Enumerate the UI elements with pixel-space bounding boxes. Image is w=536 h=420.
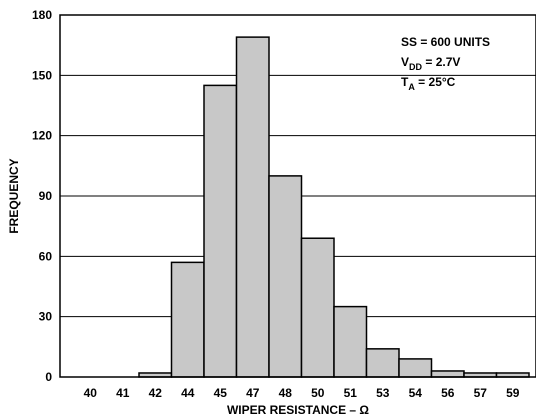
- annotation-ta-rest: = 25°C: [415, 75, 456, 89]
- y-tick-90: 90: [39, 189, 53, 203]
- x-tick-41-1: 41: [116, 386, 130, 400]
- y-tick-labels: 0 30 60 90 120 150 180: [32, 8, 52, 384]
- x-tick-44-3: 44: [181, 386, 195, 400]
- x-tick-59-13: 59: [506, 386, 520, 400]
- x-tick-47-5: 47: [246, 386, 260, 400]
- y-tick-30: 30: [39, 310, 53, 324]
- annotation-vdd-rest: = 2.7V: [422, 55, 460, 69]
- bar-44: [170, 261, 205, 378]
- x-axis-label: WIPER RESISTANCE – Ω: [227, 403, 369, 417]
- bar-47: [235, 36, 270, 378]
- x-tick-45-4: 45: [214, 386, 228, 400]
- bar-48: [268, 175, 303, 378]
- bar-53: [365, 348, 400, 378]
- x-tick-57-12: 57: [474, 386, 488, 400]
- bar-51: [333, 305, 368, 378]
- x-tick-53-9: 53: [376, 386, 390, 400]
- conditions-annotation: SS = 600 UNITS VDD = 2.7V TA = 25°C: [401, 35, 490, 92]
- y-tick-120: 120: [32, 129, 52, 143]
- x-tick-40-0: 40: [84, 386, 98, 400]
- y-tick-150: 150: [32, 68, 52, 82]
- x-tick-50-7: 50: [311, 386, 325, 400]
- bar-54: [398, 358, 433, 378]
- y-tick-60: 60: [39, 249, 53, 263]
- bar-45: [203, 84, 238, 378]
- annotation-line-ta: TA = 25°C: [401, 75, 456, 92]
- plot-frame: [59, 14, 536, 378]
- x-tick-labels: 404142444547485051535456575960: [84, 386, 520, 400]
- x-tick-56-11: 56: [441, 386, 455, 400]
- annotation-vdd-sub: DD: [409, 62, 422, 72]
- bar-50: [300, 237, 335, 378]
- annotation-vdd-main: V: [401, 55, 409, 69]
- y-tick-180: 180: [32, 8, 52, 22]
- bars: [138, 36, 530, 378]
- x-tick-51-8: 51: [344, 386, 358, 400]
- annotation-line-vdd: VDD = 2.7V: [401, 55, 460, 72]
- x-tick-48-6: 48: [279, 386, 293, 400]
- annotation-ta-sub: A: [408, 82, 415, 92]
- bar-56: [430, 370, 465, 378]
- y-tick-0: 0: [45, 370, 52, 384]
- y-axis-label: FREQUENCY: [7, 158, 21, 233]
- x-tick-54-10: 54: [409, 386, 423, 400]
- annotation-line-units: SS = 600 UNITS: [401, 35, 490, 49]
- x-tick-42-2: 42: [149, 386, 163, 400]
- annotation-ta-main: T: [401, 75, 409, 89]
